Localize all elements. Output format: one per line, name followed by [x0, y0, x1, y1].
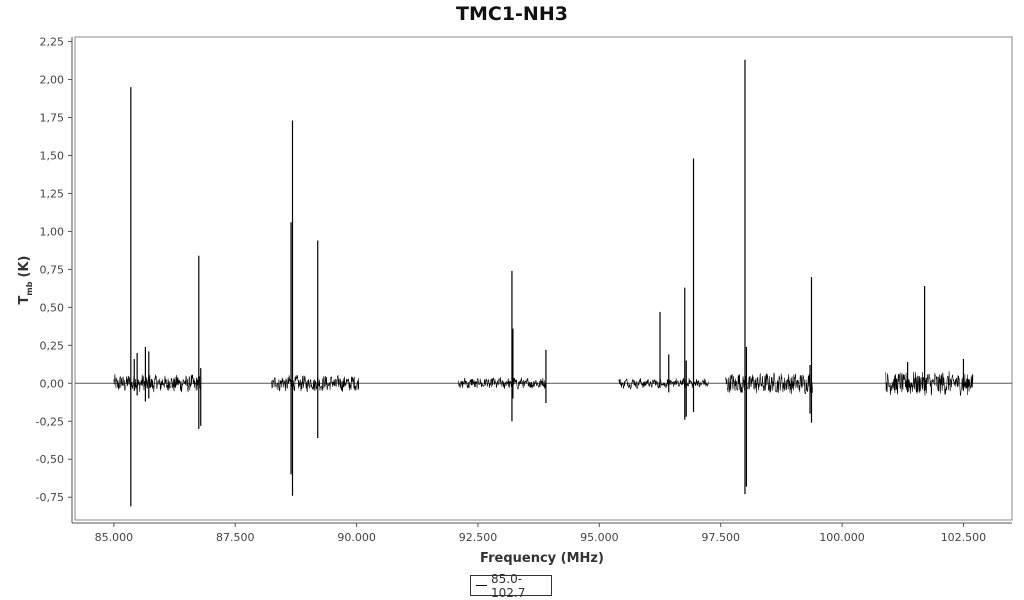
x-tick-label: 90.000: [337, 531, 376, 544]
y-axis-title: Tmb (K): [17, 256, 34, 305]
legend-line-swatch: [476, 585, 487, 586]
x-tick-label: 97.500: [701, 531, 740, 544]
series-85.0-102.7: [113, 59, 974, 507]
y-tick-label: 1,50: [40, 149, 65, 162]
plot-area-frame: [74, 36, 1013, 521]
x-axis-ticks: 85.000 87.500 90.000 92.500 95.000 97.500 100.…: [95, 523, 987, 544]
noise-segment: [725, 372, 814, 395]
legend[interactable]: 85.0-102.7: [470, 572, 552, 600]
y-tick-label: -0,75: [36, 491, 64, 504]
y-tick-label: 2,25: [40, 36, 65, 49]
y-axis-title-sub: mb: [25, 281, 34, 295]
x-tick-label: 92.500: [459, 531, 498, 544]
x-tick-label: 100.000: [819, 531, 865, 544]
x-tick-label: 87.500: [216, 531, 255, 544]
legend-label: 85.0-102.7: [491, 571, 526, 600]
x-tick-label: 95.000: [580, 531, 619, 544]
chart-title: TMC1-NH3: [456, 3, 568, 25]
y-axis-title-unit: (K): [17, 256, 32, 278]
y-tick-label: 1,75: [40, 112, 65, 125]
noise-segment: [113, 374, 202, 393]
y-tick-label: -0,25: [36, 415, 64, 428]
y-tick-label: 0,25: [40, 339, 65, 352]
x-tick-label: 102.500: [941, 531, 987, 544]
y-tick-label: 1,00: [40, 225, 65, 238]
y-axis-ticks: 2,25 2,00 1,75 1,50 1,25 1,00 0,75 0,50 0,25 0,00…: [36, 36, 72, 504]
noise-segment: [885, 371, 974, 397]
y-tick-label: 0,00: [40, 377, 65, 390]
y-tick-label: -0,50: [36, 453, 64, 466]
noise-segment: [271, 374, 360, 393]
noise-segment: [618, 377, 709, 390]
noise-segment: [458, 377, 546, 390]
x-axis-title: Frequency (MHz): [480, 551, 604, 566]
x-tick-label: 85.000: [95, 531, 134, 544]
y-tick-label: 0,50: [40, 301, 65, 314]
y-tick-label: 0,75: [40, 263, 65, 276]
y-tick-label: 1,25: [40, 187, 65, 200]
y-axis-title-main: T: [17, 295, 32, 304]
y-tick-label: 2,00: [40, 74, 65, 87]
